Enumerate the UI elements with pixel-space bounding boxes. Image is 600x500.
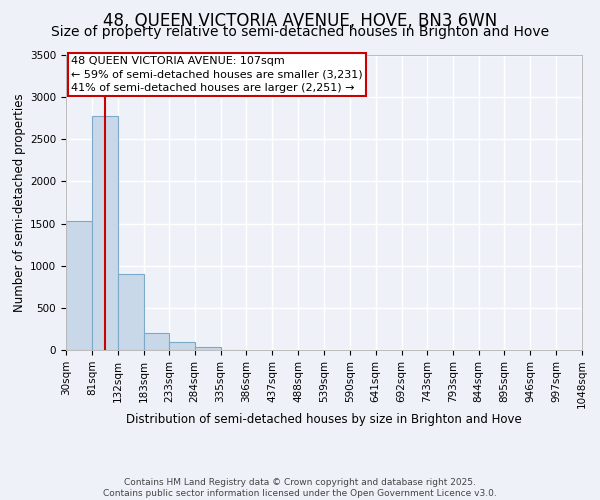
X-axis label: Distribution of semi-detached houses by size in Brighton and Hove: Distribution of semi-detached houses by …	[126, 412, 522, 426]
Text: 48, QUEEN VICTORIA AVENUE, HOVE, BN3 6WN: 48, QUEEN VICTORIA AVENUE, HOVE, BN3 6WN	[103, 12, 497, 30]
Text: 48 QUEEN VICTORIA AVENUE: 107sqm
← 59% of semi-detached houses are smaller (3,23: 48 QUEEN VICTORIA AVENUE: 107sqm ← 59% o…	[71, 56, 363, 93]
Text: Size of property relative to semi-detached houses in Brighton and Hove: Size of property relative to semi-detach…	[51, 25, 549, 39]
Bar	[143, 333, 169, 350]
Bar	[66, 221, 92, 350]
Bar	[118, 274, 143, 350]
Bar	[169, 342, 195, 350]
Y-axis label: Number of semi-detached properties: Number of semi-detached properties	[13, 93, 26, 312]
Text: Contains HM Land Registry data © Crown copyright and database right 2025.
Contai: Contains HM Land Registry data © Crown c…	[103, 478, 497, 498]
Bar	[92, 116, 118, 350]
Bar	[195, 348, 221, 350]
